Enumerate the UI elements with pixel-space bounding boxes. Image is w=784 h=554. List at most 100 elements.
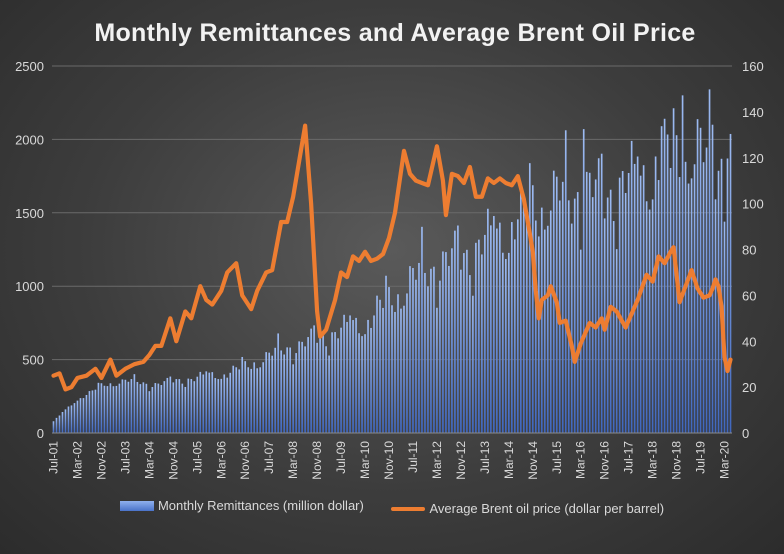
- x-axis-tick-label: Jul-11: [406, 441, 420, 473]
- remittance-bar: [379, 299, 381, 433]
- remittance-bar: [564, 130, 567, 433]
- remittance-bar: [310, 328, 312, 433]
- remittance-bar: [148, 391, 151, 433]
- remittance-bar: [142, 382, 145, 433]
- remittance-bar: [85, 394, 88, 433]
- right-axis-tick-label: 80: [742, 243, 756, 258]
- remittance-bar: [514, 239, 516, 433]
- x-axis-tick-label: Mar-10: [358, 441, 372, 479]
- remittance-bar: [55, 417, 58, 433]
- remittance-bar: [421, 226, 423, 433]
- remittance-bar: [651, 199, 654, 433]
- remittance-bar: [693, 164, 696, 433]
- remittance-bar: [160, 385, 163, 433]
- remittance-bar: [91, 390, 94, 433]
- remittance-bar: [531, 185, 534, 433]
- remittance-bar: [684, 161, 687, 433]
- left-axis-tick-label: 0: [37, 426, 44, 441]
- remittance-bar: [319, 334, 321, 433]
- x-axis-tick-label: Nov-12: [454, 441, 468, 480]
- remittance-bar: [406, 293, 408, 433]
- remittance-bar: [591, 197, 594, 433]
- remittance-bar: [220, 378, 223, 433]
- remittance-bar: [322, 334, 324, 433]
- x-axis-tick-label: Mar-08: [286, 441, 300, 479]
- remittance-bar: [274, 347, 276, 433]
- remittance-bar: [666, 134, 669, 433]
- remittance-bar: [226, 377, 229, 433]
- remittance-bar: [136, 381, 139, 433]
- remittance-bar: [178, 379, 181, 433]
- remittance-bar: [570, 223, 573, 433]
- remittance-bar: [469, 275, 471, 433]
- remittance-bar: [627, 172, 630, 434]
- remittance-bar: [256, 368, 259, 433]
- remittance-bar: [94, 389, 97, 433]
- remittance-bar: [289, 347, 291, 433]
- remittance-bar: [145, 383, 148, 433]
- remittance-bar: [717, 170, 720, 433]
- remittance-bar: [436, 307, 438, 433]
- chart-title: Monthly Remittances and Average Brent Oi…: [94, 19, 696, 47]
- remittance-bar: [484, 234, 486, 433]
- remittance-bar: [259, 367, 262, 433]
- remittance-bar: [64, 409, 67, 433]
- remittance-bar: [445, 252, 447, 433]
- remittance-bar: [475, 242, 477, 433]
- remittance-bar: [112, 386, 115, 433]
- remittance-bar: [88, 391, 91, 433]
- remittance-bar: [537, 236, 540, 433]
- remittance-bar: [525, 216, 528, 433]
- remittance-bar: [534, 220, 537, 433]
- x-axis: Jul-01 Mar-02 Nov-02 Jul-03 Mar-04 Nov-04 Jul-…: [46, 432, 732, 480]
- x-axis-tick-label: Mar-16: [574, 441, 588, 479]
- legend-item-remittances: Monthly Remittances (million dollar): [119, 498, 364, 513]
- remittance-bar: [223, 374, 226, 433]
- remittance-bar: [660, 126, 663, 433]
- remittance-bar: [247, 367, 250, 433]
- remittance-bar: [546, 225, 549, 433]
- remittance-bar: [118, 383, 121, 433]
- right-axis-tick-label: 0: [742, 426, 749, 441]
- remittance-bar: [298, 341, 300, 433]
- remittance-bar: [331, 332, 333, 433]
- remittance-bar: [211, 372, 214, 433]
- remittance-bar: [487, 208, 489, 433]
- right-axis-tick-label: 140: [742, 105, 764, 120]
- left-axis-tick-label: 500: [22, 353, 44, 368]
- remittance-bar: [669, 167, 672, 433]
- remittance-bar: [615, 249, 618, 433]
- x-axis-tick-label: Nov-02: [94, 441, 108, 480]
- remittance-bar: [699, 127, 702, 433]
- remittance-bar: [588, 172, 591, 434]
- remittance-bar: [307, 337, 309, 433]
- remittance-bar: [172, 382, 175, 433]
- remittance-bar: [154, 383, 157, 433]
- legend-swatch-line: [391, 506, 426, 511]
- remittance-bar: [127, 381, 130, 433]
- x-axis-tick-label: Jul-03: [118, 441, 132, 474]
- remittance-bar: [250, 368, 253, 433]
- x-axis-tick-label: Jul-17: [622, 441, 636, 474]
- remittance-bar: [585, 171, 588, 433]
- remittance-bar: [235, 367, 238, 433]
- remittance-bar: [232, 365, 235, 433]
- remittance-bar: [415, 279, 417, 433]
- remittance-bar: [424, 272, 426, 433]
- x-axis-tick-label: Nov-16: [598, 441, 612, 480]
- remittance-bar: [460, 269, 462, 433]
- right-axis-tick-label: 60: [742, 288, 756, 303]
- remittance-bar: [244, 361, 247, 433]
- remittance-bar: [729, 133, 732, 433]
- remittance-bar: [502, 252, 504, 433]
- remittance-bar: [325, 346, 327, 433]
- remittance-bar: [100, 383, 103, 433]
- remittance-bar: [295, 353, 297, 433]
- remittance-bar: [121, 379, 124, 433]
- remittance-bar: [199, 371, 202, 433]
- right-axis-tick-label: 100: [742, 197, 764, 212]
- x-axis-tick-label: Nov-08: [310, 441, 324, 480]
- remittance-bar: [373, 315, 375, 433]
- remittance-bar: [522, 194, 525, 433]
- remittance-bar: [97, 382, 100, 433]
